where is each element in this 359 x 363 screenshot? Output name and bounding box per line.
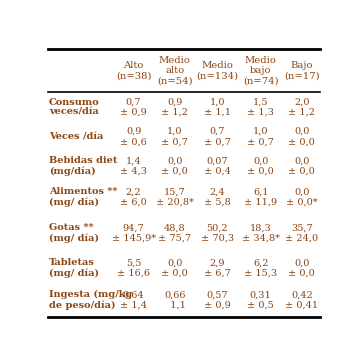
Text: 1,5
± 1,3: 1,5 ± 1,3 — [247, 98, 274, 117]
Text: Ingesta (mg/kg
de peso/día): Ingesta (mg/kg de peso/día) — [49, 290, 132, 310]
Text: Alimentos **
(mg/ día): Alimentos ** (mg/ día) — [49, 187, 117, 207]
Text: 1,0
± 0,7: 1,0 ± 0,7 — [161, 127, 188, 146]
Text: 18,3
± 34,8*: 18,3 ± 34,8* — [242, 224, 280, 243]
Text: 2,0
± 1,2: 2,0 ± 1,2 — [288, 98, 315, 117]
Text: Tabletas
(mg/ día): Tabletas (mg/ día) — [49, 258, 99, 278]
Text: 1,0
± 0,7: 1,0 ± 0,7 — [247, 127, 274, 146]
Text: Medio
bajo
(n=74): Medio bajo (n=74) — [243, 56, 279, 85]
Text: 0,9
± 1,2: 0,9 ± 1,2 — [161, 98, 188, 117]
Text: 1,0
± 1,1: 1,0 ± 1,1 — [204, 98, 231, 117]
Text: 0,0
± 0,0: 0,0 ± 0,0 — [289, 127, 315, 146]
Text: Veces /día: Veces /día — [49, 132, 103, 141]
Text: 0,0
± 0,0: 0,0 ± 0,0 — [162, 156, 188, 176]
Text: 2,4
± 5,8: 2,4 ± 5,8 — [204, 188, 231, 207]
Text: 0,9
± 0,6: 0,9 ± 0,6 — [120, 127, 147, 146]
Text: 0,66
  1,1: 0,66 1,1 — [164, 291, 186, 310]
Text: 0,31
± 0,5: 0,31 ± 0,5 — [247, 291, 274, 310]
Text: 0,42
± 0,41: 0,42 ± 0,41 — [285, 291, 318, 310]
Text: Bebidas diet
(mg/día): Bebidas diet (mg/día) — [49, 156, 117, 176]
Text: 0,0
± 0,0: 0,0 ± 0,0 — [247, 156, 274, 176]
Text: 0,07
± 0,4: 0,07 ± 0,4 — [204, 156, 231, 176]
Text: 1,4
± 4,3: 1,4 ± 4,3 — [120, 156, 147, 176]
Text: 0,0
± 0,0: 0,0 ± 0,0 — [289, 259, 315, 278]
Text: 0,0
± 0,0: 0,0 ± 0,0 — [162, 259, 188, 278]
Text: 2,2
± 6,0: 2,2 ± 6,0 — [120, 188, 147, 207]
Text: 0,0
± 0,0: 0,0 ± 0,0 — [289, 156, 315, 176]
Text: 48,8
± 75,7: 48,8 ± 75,7 — [158, 224, 191, 243]
Text: Alto
(n=38): Alto (n=38) — [116, 61, 151, 80]
Text: Bajo
(n=17): Bajo (n=17) — [284, 61, 320, 80]
Text: Medio
alto
(n=54): Medio alto (n=54) — [157, 56, 192, 85]
Text: 94,7
± 145,9*: 94,7 ± 145,9* — [112, 224, 156, 243]
Text: Gotas **
(mg/ día): Gotas ** (mg/ día) — [49, 223, 99, 243]
Text: 50,2
± 70,3: 50,2 ± 70,3 — [201, 224, 234, 243]
Text: 6,1
± 11,9: 6,1 ± 11,9 — [244, 188, 277, 207]
Text: 5,5
± 16,6: 5,5 ± 16,6 — [117, 259, 150, 278]
Text: 0,7
± 0,7: 0,7 ± 0,7 — [204, 127, 231, 146]
Text: 0,0
± 0,0*: 0,0 ± 0,0* — [286, 188, 318, 207]
Text: 2,9
± 6,7: 2,9 ± 6,7 — [204, 259, 231, 278]
Text: 35,7
± 24,0: 35,7 ± 24,0 — [285, 224, 318, 243]
Text: 0,7
± 0,9: 0,7 ± 0,9 — [120, 98, 147, 117]
Text: 0,57
± 0,9: 0,57 ± 0,9 — [204, 291, 231, 310]
Text: Medio
(n=134): Medio (n=134) — [196, 61, 238, 80]
Text: 15,7
± 20,8*: 15,7 ± 20,8* — [156, 188, 194, 207]
Text: 0,64
± 1,4: 0,64 ± 1,4 — [120, 291, 147, 310]
Text: 6,2
± 15,3: 6,2 ± 15,3 — [244, 259, 277, 278]
Text: Consumo
veces/día: Consumo veces/día — [49, 98, 100, 117]
